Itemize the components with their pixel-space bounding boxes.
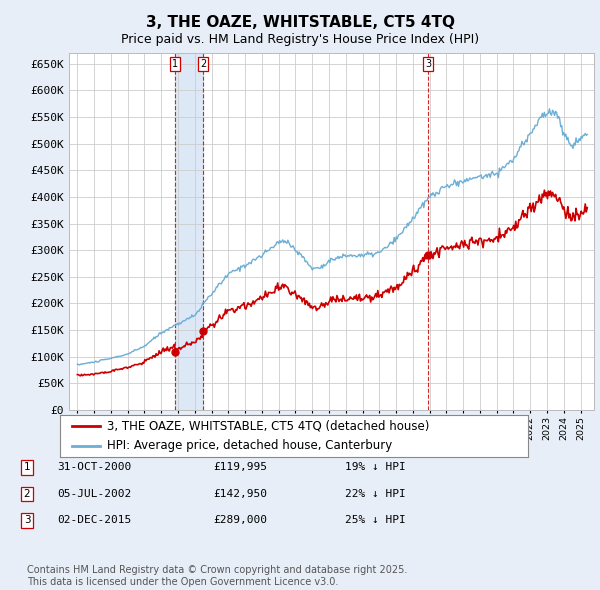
Text: 05-JUL-2002: 05-JUL-2002 <box>57 489 131 499</box>
Text: £142,950: £142,950 <box>213 489 267 499</box>
Text: 22% ↓ HPI: 22% ↓ HPI <box>345 489 406 499</box>
Text: 3: 3 <box>23 516 31 525</box>
Text: £119,995: £119,995 <box>213 463 267 472</box>
Text: 19% ↓ HPI: 19% ↓ HPI <box>345 463 406 472</box>
Text: 3: 3 <box>425 59 431 69</box>
Text: 25% ↓ HPI: 25% ↓ HPI <box>345 516 406 525</box>
Text: Price paid vs. HM Land Registry's House Price Index (HPI): Price paid vs. HM Land Registry's House … <box>121 33 479 46</box>
Text: 1: 1 <box>172 59 178 69</box>
Text: 31-OCT-2000: 31-OCT-2000 <box>57 463 131 472</box>
Text: £289,000: £289,000 <box>213 516 267 525</box>
Text: 1: 1 <box>23 463 31 472</box>
Bar <box>175 53 203 410</box>
Text: HPI: Average price, detached house, Canterbury: HPI: Average price, detached house, Cant… <box>107 440 392 453</box>
Text: 3, THE OAZE, WHITSTABLE, CT5 4TQ: 3, THE OAZE, WHITSTABLE, CT5 4TQ <box>146 15 455 30</box>
Text: 2: 2 <box>200 59 206 69</box>
Text: Contains HM Land Registry data © Crown copyright and database right 2025.
This d: Contains HM Land Registry data © Crown c… <box>27 565 407 587</box>
Text: 3, THE OAZE, WHITSTABLE, CT5 4TQ (detached house): 3, THE OAZE, WHITSTABLE, CT5 4TQ (detach… <box>107 419 429 432</box>
Text: 02-DEC-2015: 02-DEC-2015 <box>57 516 131 525</box>
Text: 2: 2 <box>23 489 31 499</box>
